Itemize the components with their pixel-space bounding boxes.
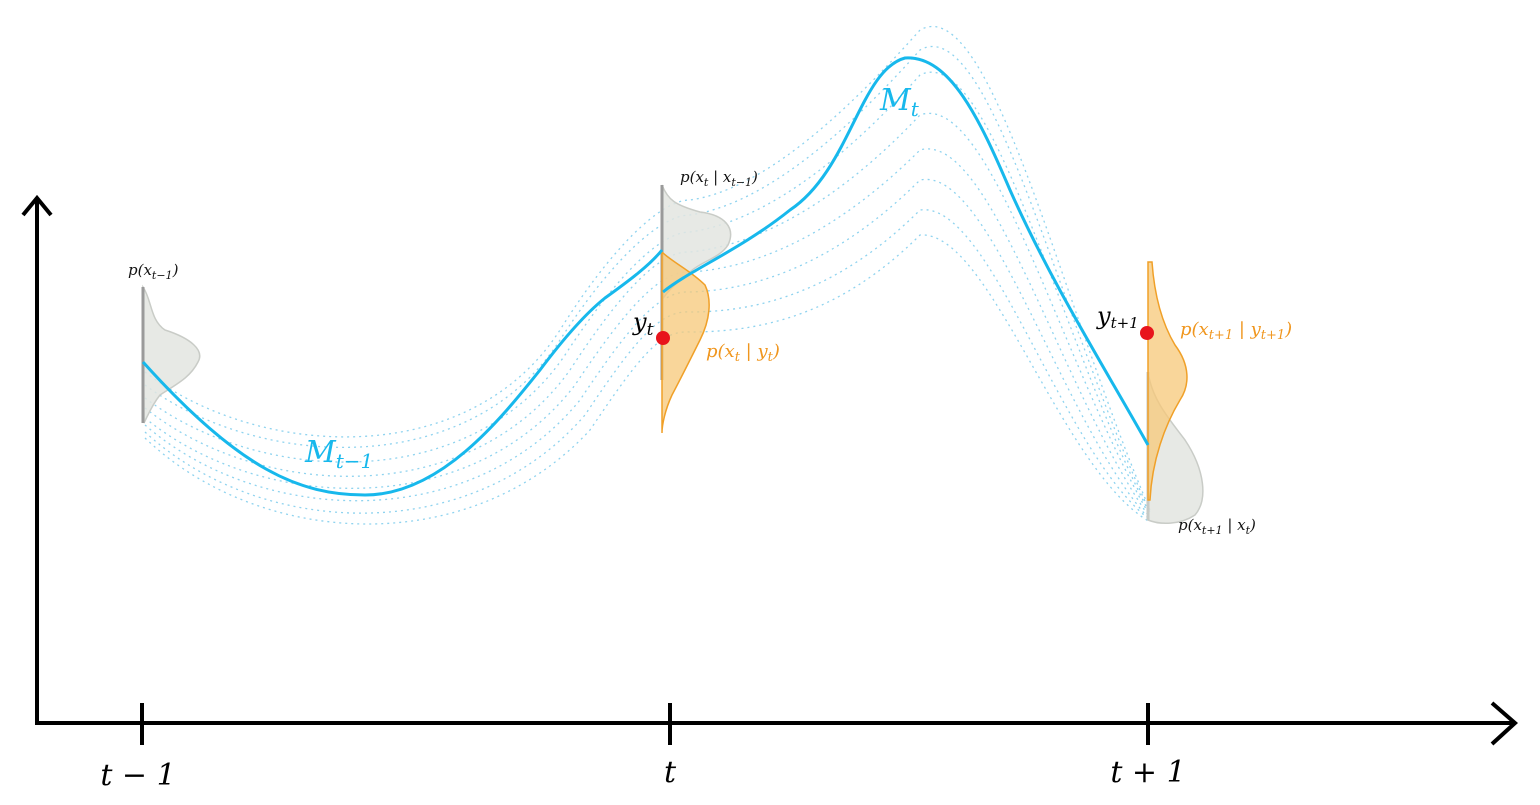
density-label-prior-previous: p(xt−1)	[128, 261, 179, 282]
mean-path-previous	[141, 249, 664, 497]
density-label-predictive-t-plus-1: p(xt+1 | xt)	[1178, 516, 1256, 537]
density-label-posterior-t: p(xt | yt)	[706, 341, 780, 365]
posterior-density-shape	[1147, 261, 1188, 501]
sample-paths	[144, 26, 1151, 525]
posterior-density-shape	[661, 250, 710, 434]
prior-density-shape	[142, 284, 201, 424]
observation-label-t-plus-1: yt+1	[1096, 302, 1139, 332]
mean-label-previous: Mt−1	[304, 435, 373, 473]
sample-path	[144, 209, 1151, 521]
sample-path	[144, 234, 1151, 525]
density-label-predictive-t: p(xt | xt−1)	[680, 168, 758, 189]
density-label-posterior-t-plus-1: p(xt+1 | yt+1)	[1180, 319, 1292, 343]
x-tick-label-t-minus-1: t − 1	[100, 758, 175, 793]
density-prior-t-minus-1	[141, 284, 201, 424]
density-posterior-t-plus-1	[1147, 261, 1188, 501]
x-tick-label-t-plus-1: t + 1	[1110, 755, 1185, 790]
sample-path	[144, 26, 1151, 511]
sample-path	[144, 112, 1151, 517]
x-tick-label-t: t	[664, 755, 677, 790]
sample-path	[144, 178, 1151, 521]
density-posterior-t	[661, 250, 710, 434]
axes: t − 1 t t + 1	[21, 194, 1519, 793]
observation-point-t	[656, 331, 670, 345]
observation-point-t-plus-1	[1140, 326, 1154, 340]
sample-path	[144, 46, 1151, 513]
x-axis-arrowhead	[1490, 701, 1519, 746]
y-axis-arrowhead	[21, 194, 53, 217]
observation-label-t: yt	[632, 308, 654, 340]
mean-label-current: Mt	[879, 83, 920, 121]
mean-path-current	[662, 56, 1150, 446]
